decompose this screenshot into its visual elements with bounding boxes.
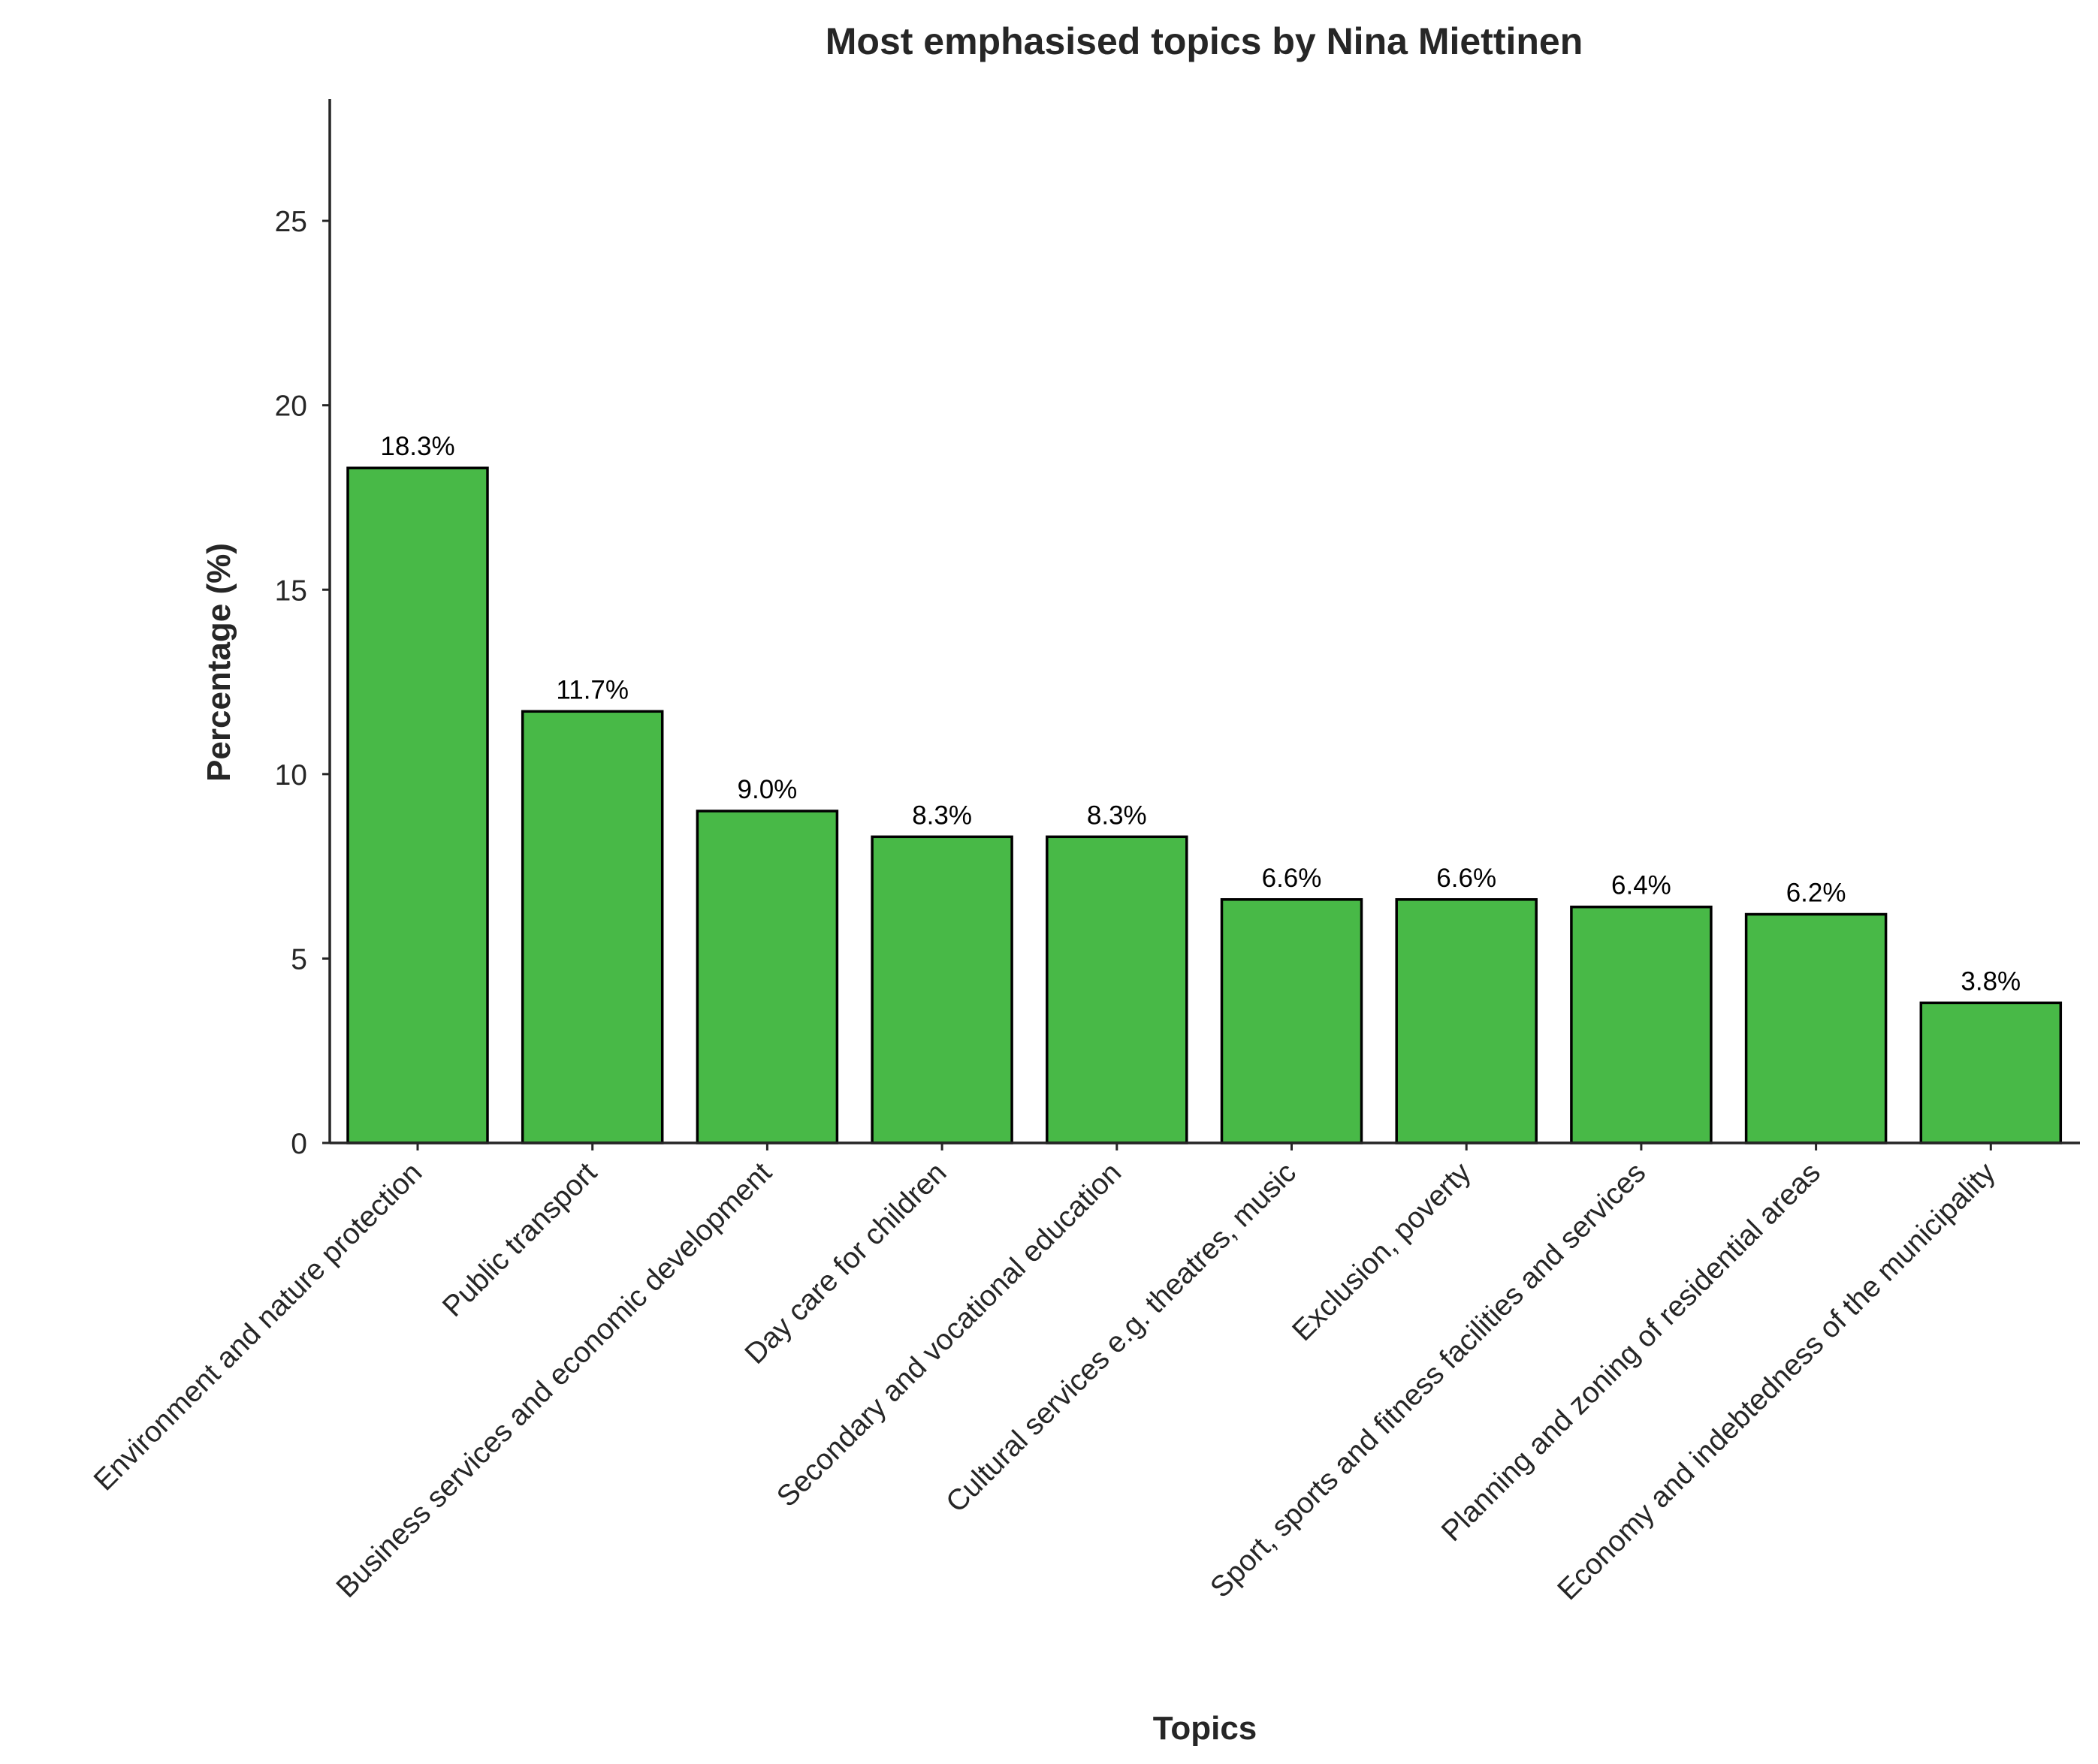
data-label: 6.2% (1786, 879, 1846, 908)
data-label: 6.6% (1436, 864, 1496, 893)
y-tick-label: 25 (275, 206, 307, 238)
bar (871, 835, 1013, 1144)
y-tick-label: 20 (275, 390, 307, 423)
bar (346, 466, 489, 1144)
bars-group (346, 466, 2063, 1144)
data-label: 8.3% (1087, 801, 1147, 830)
bar (696, 810, 839, 1144)
data-label: 8.3% (912, 801, 972, 830)
bar (1919, 1001, 2063, 1144)
x-tick-label: Exclusion, poverty (1286, 1156, 1478, 1348)
y-axis-label: Percentage (%) (201, 543, 237, 782)
bar (1220, 898, 1363, 1144)
bar (1744, 912, 1888, 1144)
bar (1570, 905, 1713, 1144)
x-tick-label: Cultural services e.g. theatres, music (940, 1156, 1303, 1519)
data-label: 6.4% (1611, 871, 1671, 900)
data-label: 18.3% (380, 432, 454, 461)
x-tick-label: Public transport (436, 1156, 603, 1323)
chart-title: Most emphasised topics by Nina Miettinen (826, 20, 1583, 62)
y-tick-label: 15 (275, 574, 307, 607)
y-tick-label: 10 (275, 759, 307, 792)
bar (1395, 898, 1538, 1144)
y-tick-label: 0 (291, 1128, 307, 1160)
x-tick-label: Day care for children (739, 1156, 953, 1370)
data-label: 9.0% (738, 775, 798, 804)
bar (1046, 835, 1188, 1144)
data-label: 3.8% (1961, 966, 2021, 996)
data-labels-group: 18.3% 11.7% 9.0% 8.3% 8.3% 6.6% 6.6% 6.4% 6.2% 3.… (380, 432, 2021, 996)
x-tick-label: Environment and nature protection (88, 1156, 429, 1497)
data-label: 6.6% (1262, 864, 1322, 893)
x-axis-label: Topics (1153, 1710, 1257, 1747)
bar (521, 710, 664, 1144)
x-tick-label: Secondary and vocational education (771, 1156, 1127, 1513)
data-label: 11.7% (556, 675, 629, 704)
x-tick-label: Planning and zoning of residential areas (1435, 1156, 1827, 1548)
y-tick-label: 5 (291, 943, 307, 975)
